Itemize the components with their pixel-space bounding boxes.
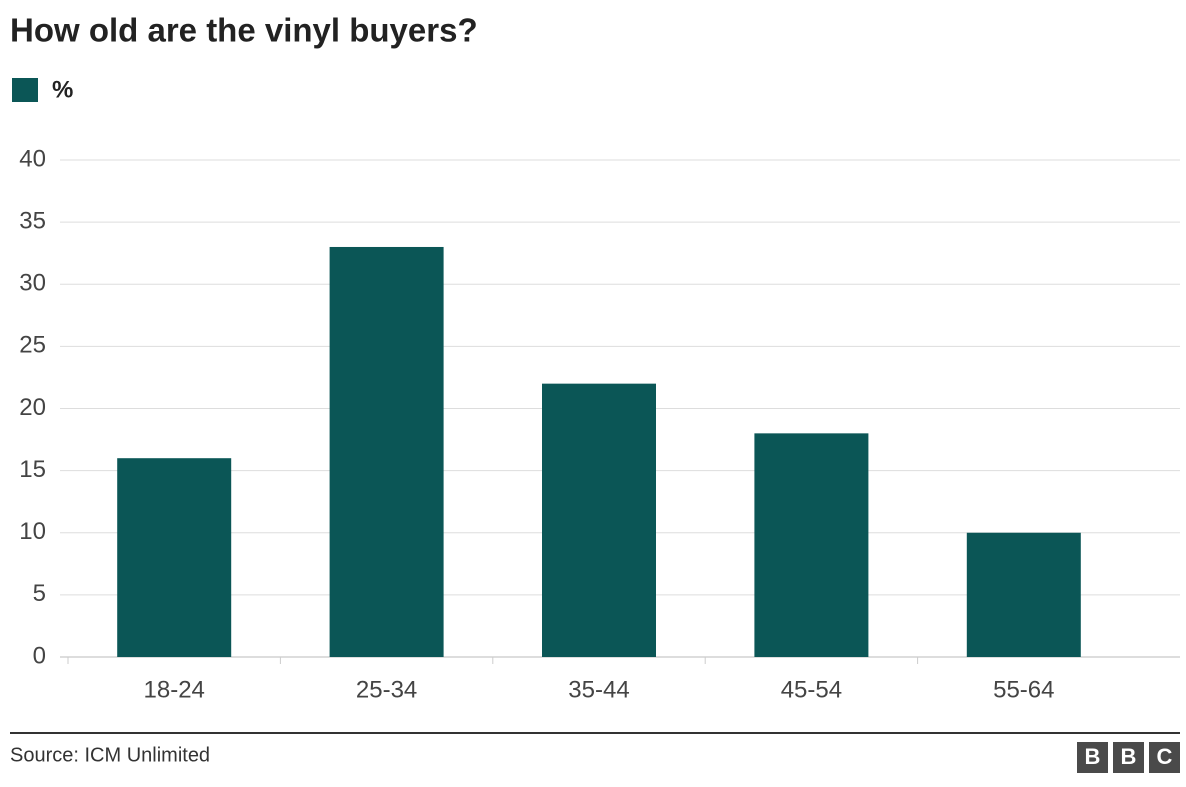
logo-box bbox=[1149, 742, 1180, 773]
logo-letter: B bbox=[1121, 744, 1137, 769]
x-tick-label: 35-44 bbox=[568, 676, 629, 703]
y-tick-label: 15 bbox=[19, 456, 46, 483]
y-tick-label: 5 bbox=[33, 580, 46, 607]
x-tick-label: 18-24 bbox=[144, 676, 205, 703]
legend-label: % bbox=[52, 76, 73, 103]
logo-box bbox=[1113, 742, 1144, 773]
x-tick-label: 25-34 bbox=[356, 676, 417, 703]
bar bbox=[329, 246, 444, 657]
legend-swatch bbox=[12, 78, 38, 102]
bar bbox=[754, 433, 869, 657]
logo-letter: C bbox=[1157, 744, 1173, 769]
y-tick-label: 25 bbox=[19, 332, 46, 359]
logo-letter: B bbox=[1085, 744, 1101, 769]
y-tick-label: 30 bbox=[19, 270, 46, 297]
y-tick-label: 20 bbox=[19, 394, 46, 421]
y-tick-label: 10 bbox=[19, 518, 46, 545]
source: Source: ICM Unlimited bbox=[10, 744, 210, 766]
logo-box bbox=[1077, 742, 1108, 773]
x-tick-label: 45-54 bbox=[781, 676, 842, 703]
x-tick-label: 55-64 bbox=[993, 676, 1054, 703]
y-tick-label: 35 bbox=[19, 207, 46, 234]
bar bbox=[117, 458, 232, 657]
chart-title: How old are the vinyl buyers? bbox=[10, 12, 478, 49]
bar bbox=[542, 383, 656, 657]
y-tick-label: 40 bbox=[19, 145, 46, 172]
y-tick-label: 0 bbox=[33, 642, 46, 669]
bar bbox=[966, 532, 1081, 657]
